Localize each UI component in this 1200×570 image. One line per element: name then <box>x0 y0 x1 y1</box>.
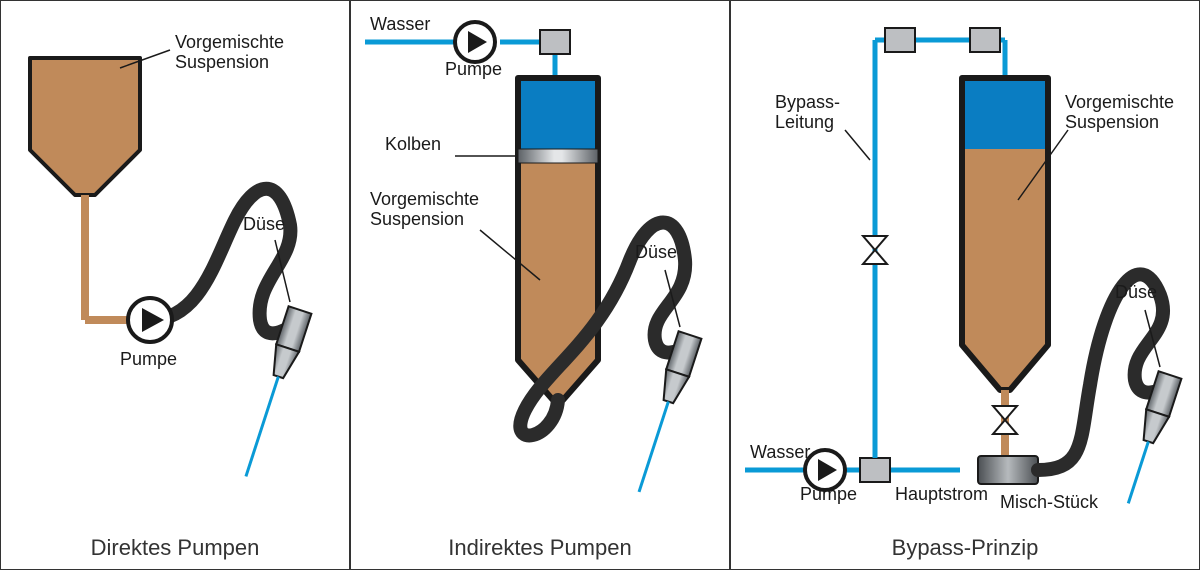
panel-title-bypass: Bypass-Prinzip <box>892 535 1039 560</box>
connector-top-left <box>885 28 915 52</box>
label-water-bypass: Wasser <box>750 442 810 462</box>
tank-bypass <box>962 78 1048 390</box>
label-water-indirect: Wasser <box>370 14 430 34</box>
mixer <box>978 456 1038 484</box>
label-nozzle-indirect: Düse <box>635 242 677 262</box>
pump-direct <box>128 298 172 342</box>
label-pump-direct: Pumpe <box>120 349 177 369</box>
connector-bypass-bottom <box>860 458 890 482</box>
label-pump-bypass: Pumpe <box>800 484 857 504</box>
diagram-root: Vorgemischte Suspension Pumpe Düse Direk… <box>0 0 1200 570</box>
label-mainstream: Hauptstrom <box>895 484 988 504</box>
pump-indirect <box>455 22 495 62</box>
panel-title-direct: Direktes Pumpen <box>91 535 260 560</box>
cylinder-indirect <box>518 78 598 400</box>
label-piston-indirect: Kolben <box>385 134 441 154</box>
label-nozzle-direct: Düse <box>243 214 285 234</box>
panel-title-indirect: Indirektes Pumpen <box>448 535 631 560</box>
connector-indirect <box>540 30 570 54</box>
label-nozzle-bypass: Düse <box>1115 282 1157 302</box>
label-pump-indirect: Pumpe <box>445 59 502 79</box>
connector-top-right <box>970 28 1000 52</box>
label-mixer: Misch-Stück <box>1000 492 1099 512</box>
